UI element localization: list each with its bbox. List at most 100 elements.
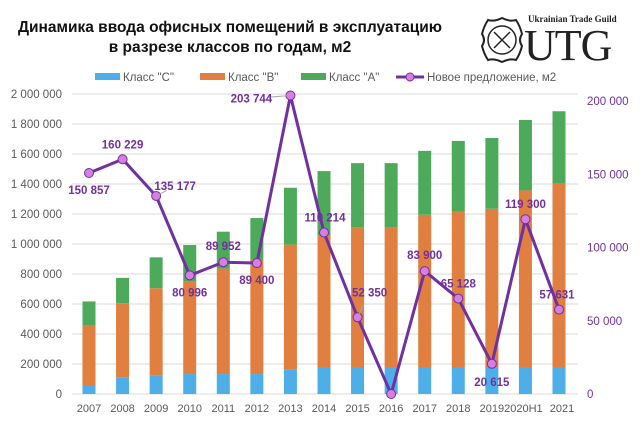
bar-class-b — [116, 303, 130, 378]
x-tick-label: 2008 — [110, 403, 134, 415]
bar-class-b — [82, 325, 96, 385]
line-marker — [251, 258, 262, 269]
legend-label: Класс "B" — [228, 72, 278, 84]
data-label: 203 744 — [231, 94, 273, 106]
bar-class-a — [149, 257, 163, 289]
logo-wordmark: UTG — [524, 21, 612, 70]
label-leader-line — [155, 190, 167, 197]
data-label: 89 400 — [239, 275, 274, 287]
bar-class-a — [351, 163, 365, 228]
data-labels: 150 857 160 229 135 177 80 996 89 952 89 400 2… — [68, 94, 575, 389]
bar-class-b — [418, 214, 432, 367]
x-tick-label: 2018 — [446, 403, 470, 415]
guild-seal-icon — [480, 16, 524, 64]
bar-class-b — [552, 183, 566, 367]
x-tick-label: 2017 — [412, 403, 436, 415]
x-tick-label: 2014 — [312, 403, 336, 415]
bar-class-a — [552, 111, 566, 184]
data-label: 119 300 — [505, 199, 546, 211]
chart-title: Динамика ввода офисных помещений в экспл… — [0, 18, 460, 58]
bar-class-c — [216, 374, 230, 394]
y-right-tick-label: 200 000 — [587, 96, 629, 108]
x-tick-label: 2011 — [211, 403, 235, 415]
y-left-tick-label: 1 600 000 — [11, 149, 62, 161]
bar-class-b — [317, 235, 331, 367]
bar-class-b — [451, 211, 465, 367]
x-tick-label: 2015 — [345, 403, 369, 415]
bar-class-b — [183, 281, 197, 375]
bar-class-a — [518, 119, 532, 191]
x-tick-label: 2016 — [379, 403, 403, 415]
bar-class-c — [250, 374, 264, 394]
bar-class-a — [384, 163, 398, 228]
data-label: 160 229 — [102, 139, 144, 151]
y-left-tick-label: 200 000 — [20, 359, 62, 371]
bar-class-c — [149, 375, 163, 394]
y-right-tick-label: 0 — [587, 389, 593, 401]
bar-class-a — [317, 171, 331, 235]
legend-label: Класс "C" — [123, 72, 174, 84]
y-axis-left: 0 200 000 400 000 600 000 800 000 1 000 000 1 … — [11, 89, 62, 401]
bar-class-b — [216, 268, 230, 375]
y-right-tick-label: 150 000 — [587, 169, 629, 181]
bar-class-b — [283, 244, 297, 370]
bar-class-c — [283, 369, 297, 394]
bars — [82, 111, 566, 394]
data-label: 150 857 — [68, 185, 110, 197]
utg-logo: Ukrainian Trade Guild UTG — [480, 14, 640, 68]
data-label: 20 615 — [474, 377, 510, 389]
line-marker — [453, 293, 464, 304]
label-leader-line — [357, 303, 365, 318]
bar-class-a — [82, 301, 96, 326]
data-label: 80 996 — [172, 287, 207, 299]
line-marker — [117, 154, 128, 165]
y-left-tick-label: 1 800 000 — [11, 119, 62, 131]
data-label: 57 631 — [539, 290, 575, 302]
y-right-tick-label: 50 000 — [587, 316, 622, 328]
y-axis-right: 0 50 000 100 000 150 000 200 000 — [587, 96, 629, 401]
bar-class-c — [82, 385, 96, 394]
line-series — [84, 90, 564, 399]
label-leader-line — [268, 95, 291, 98]
data-label: 52 350 — [352, 287, 387, 299]
bar-class-a — [451, 140, 465, 212]
y-left-tick-label: 400 000 — [20, 329, 62, 341]
legend-label: Класс "A" — [329, 72, 379, 84]
x-tick-label: 2020H1 — [504, 403, 543, 415]
title-line-1: Динамика ввода офисных помещений в экспл… — [17, 19, 443, 36]
bar-class-c — [317, 367, 331, 394]
y-left-tick-label: 2 000 000 — [11, 89, 62, 101]
bar-class-c — [418, 367, 432, 394]
bar-class-a — [418, 150, 432, 215]
x-tick-label: 2013 — [278, 403, 302, 415]
bar-class-b — [250, 259, 264, 375]
legend: Класс "C" Класс "B" Класс "A" Новое предлож… — [95, 72, 556, 84]
bar-class-b — [384, 227, 398, 367]
bar-class-c — [116, 377, 130, 394]
bar-class-a — [116, 277, 130, 304]
logo-caption: Ukrainian Trade Guild — [528, 14, 617, 24]
x-axis: 2007 2008 2009 2010 2011 2012 2013 2014 2015 2016… — [77, 403, 574, 415]
line-marker — [218, 257, 229, 268]
bar-class-c — [351, 367, 365, 394]
x-tick-label: 2012 — [245, 403, 269, 415]
line-marker — [319, 227, 329, 238]
line-marker — [554, 304, 564, 315]
bar-class-a — [485, 137, 499, 209]
x-tick-label: 2010 — [177, 403, 201, 415]
title-line-2: в разрезе классов по годам, м2 — [108, 39, 352, 56]
y-left-tick-label: 1 200 000 — [11, 209, 62, 221]
bar-class-c — [518, 367, 532, 394]
bar-class-c — [451, 367, 465, 394]
y-left-tick-label: 1 400 000 — [11, 179, 62, 191]
bar-class-c — [183, 374, 197, 394]
line-marker — [184, 270, 195, 281]
x-tick-label: 2019 — [480, 403, 504, 415]
x-tick-label: 2007 — [77, 403, 101, 415]
bar-class-b — [351, 227, 365, 367]
bar-class-b — [485, 208, 499, 367]
line-marker — [520, 214, 531, 225]
bar-class-b — [149, 288, 163, 376]
x-tick-label: 2009 — [144, 403, 168, 415]
